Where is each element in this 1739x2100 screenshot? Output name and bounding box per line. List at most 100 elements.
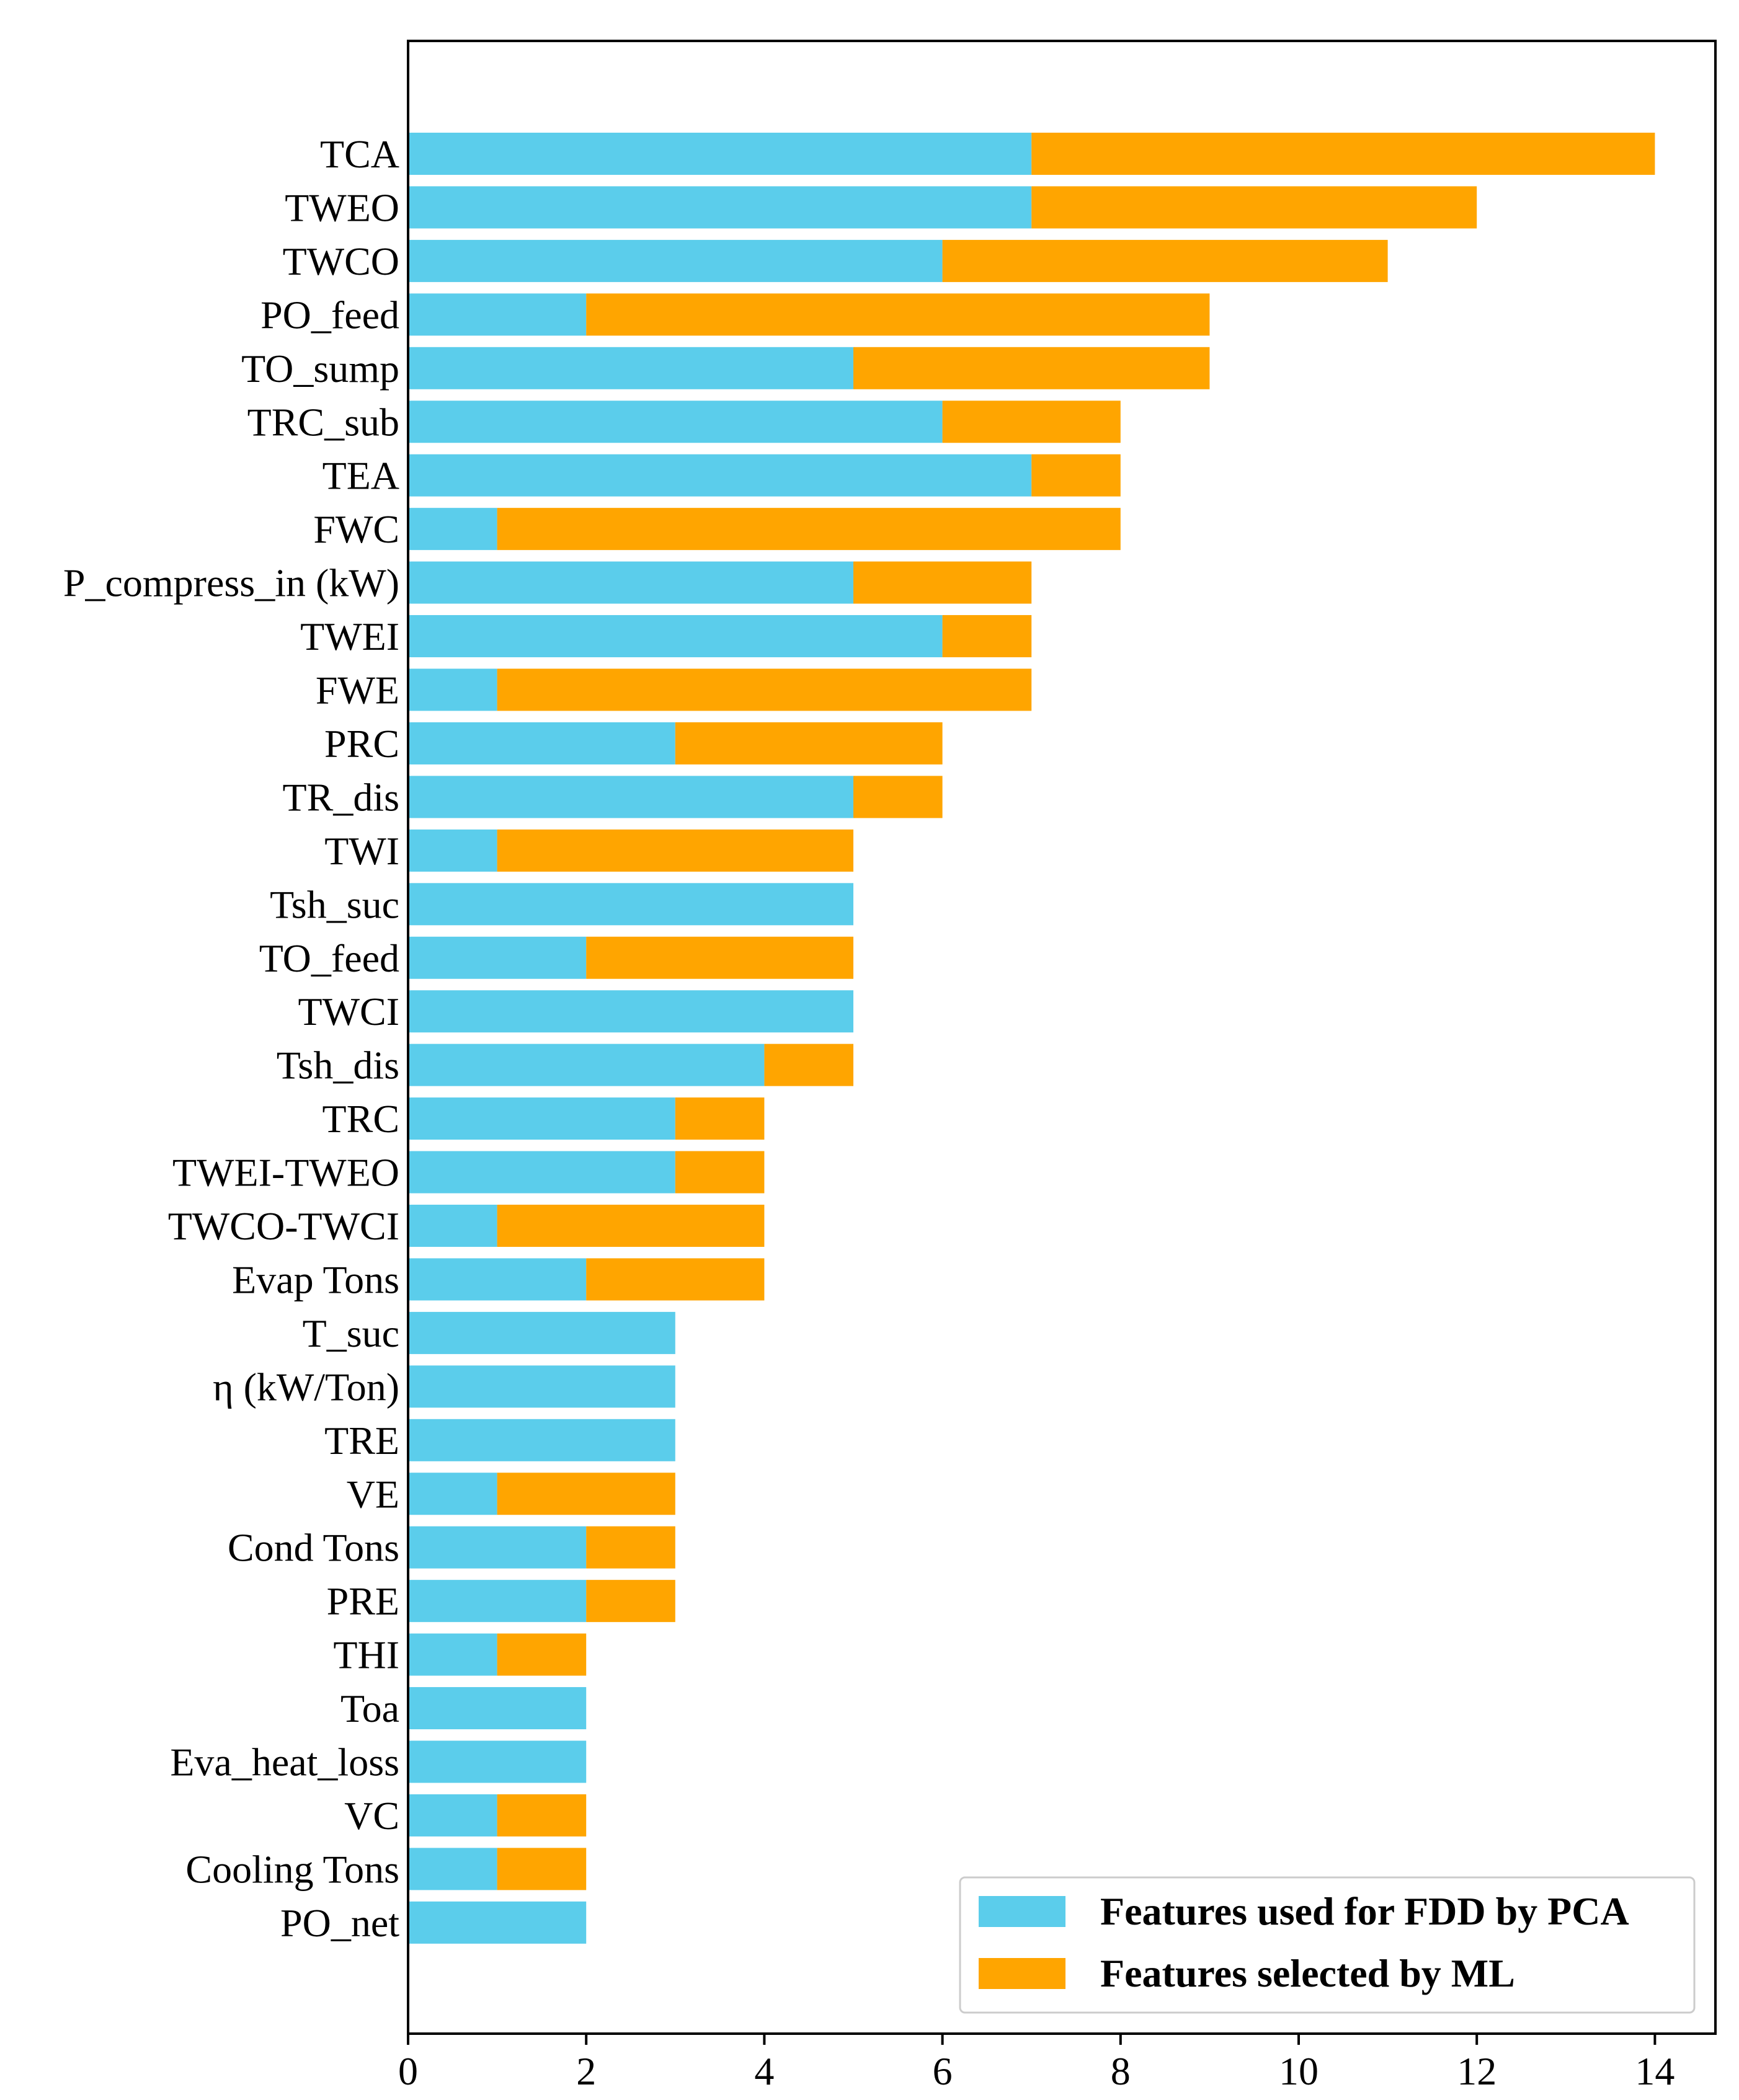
category-label-prc: PRC (324, 722, 399, 766)
category-label-tweo: TWEO (285, 185, 399, 229)
bar-ml-cooling-tons (497, 1848, 587, 1890)
legend-label-ml: Features selected by ML (1100, 1951, 1515, 1995)
category-label-eva-heat-loss: Eva_heat_loss (170, 1740, 399, 1784)
bar-ml-tr-dis (853, 776, 943, 818)
x-tick-label-12: 12 (1457, 2049, 1497, 2093)
bar-ml-twco-twci (497, 1205, 765, 1247)
category-label-po-net: PO_net (280, 1901, 399, 1945)
bar-ml-twei (942, 615, 1032, 658)
legend-label-pca: Features used for FDD by PCA (1100, 1889, 1629, 1933)
category-label-tea: TEA (322, 454, 399, 498)
legend-swatch-pca (979, 1896, 1065, 1927)
category-label-tsh-suc: Tsh_suc (270, 882, 399, 926)
bar-pca-prc (408, 722, 675, 764)
bar-ml-to-sump (853, 347, 1210, 389)
bar-pca-twco (408, 239, 943, 282)
category-label-tr-dis: TR_dis (283, 775, 399, 819)
category-label-twci: TWCI (298, 990, 400, 1034)
bar-pca-kw-ton (408, 1365, 675, 1408)
category-label-tca: TCA (320, 132, 399, 176)
category-label-cond-tons: Cond Tons (228, 1526, 399, 1570)
category-label-to-sump: TO_sump (241, 347, 399, 391)
bar-ml-po-feed (586, 293, 1210, 336)
plot-frame (407, 40, 1717, 2035)
bar-ml-tsh-dis (764, 1043, 853, 1086)
x-tick-label-8: 8 (1111, 2049, 1131, 2093)
legend-swatch-ml (979, 1958, 1065, 1989)
category-label-tre: TRE (324, 1419, 399, 1463)
bar-ml-vc (497, 1794, 587, 1836)
bar-ml-trc-sub (942, 401, 1121, 443)
category-label-pre: PRE (327, 1579, 399, 1623)
category-label-twco: TWCO (283, 239, 399, 283)
bar-ml-ve (497, 1473, 675, 1515)
bar-pca-cond-tons (408, 1526, 587, 1569)
bar-ml-trc (675, 1097, 765, 1140)
bar-ml-tca (1031, 133, 1655, 175)
bar-pca-t-suc (408, 1311, 675, 1354)
bar-ml-to-feed (586, 936, 853, 979)
bar-pca-tweo (408, 186, 1032, 229)
category-label-vc: VC (344, 1794, 399, 1838)
bar-ml-twco (942, 239, 1388, 282)
category-label-twi: TWI (324, 829, 399, 873)
bar-pca-tre (408, 1419, 675, 1461)
x-tick-label-0: 0 (398, 2049, 418, 2093)
category-label-p-compress-in-kw: P_compress_in (kW) (63, 561, 399, 605)
bar-pca-ve (408, 1473, 497, 1515)
x-tick-label-10: 10 (1279, 2049, 1319, 2093)
category-label-tsh-dis: Tsh_dis (277, 1043, 399, 1088)
bar-ml-tea (1031, 454, 1121, 497)
bar-ml-tweo (1031, 186, 1477, 229)
bar-pca-trc (408, 1097, 675, 1140)
bar-pca-pre (408, 1580, 587, 1623)
bar-pca-tca (408, 133, 1032, 175)
bar-pca-tsh-suc (408, 883, 853, 926)
bar-pca-evap-tons (408, 1258, 587, 1301)
category-labels: TCA TWEO TWCO PO_feed TO_sump TRC_sub TEA FWC P_… (63, 132, 399, 1945)
bar-pca-trc-sub (408, 401, 943, 443)
bar-pca-to-sump (408, 347, 853, 389)
bar-pca-twei-tweo (408, 1151, 675, 1194)
x-tick-label-4: 4 (754, 2049, 774, 2093)
bar-pca-fwc (408, 508, 497, 551)
bar-pca-p-compress-in-kw (408, 561, 853, 604)
bar-ml-fwc (497, 508, 1121, 551)
bar-pca-po-net (408, 1901, 587, 1944)
bar-pca-fwe (408, 668, 497, 711)
category-label-fwc: FWC (313, 507, 399, 551)
x-tick-label-6: 6 (933, 2049, 953, 2093)
bar-ml-pre (586, 1580, 675, 1623)
category-label-thi: THI (333, 1633, 399, 1677)
bar-ml-p-compress-in-kw (853, 561, 1032, 604)
category-label-cooling-tons: Cooling Tons (185, 1847, 399, 1891)
category-label-kw-ton: η (kW/Ton) (213, 1365, 399, 1409)
bar-pca-twei (408, 615, 943, 658)
category-label-twei: TWEI (300, 614, 399, 658)
bar-ml-fwe (497, 668, 1032, 711)
category-label-evap-tons: Evap Tons (232, 1257, 399, 1301)
bar-pca-twi (408, 829, 497, 872)
x-axis-ticks: 0 2 4 6 8 10 12 14 (398, 2034, 1675, 2093)
bar-pca-tea (408, 454, 1032, 497)
bar-pca-tr-dis (408, 776, 853, 818)
category-label-twei-tweo: TWEI-TWEO (172, 1151, 399, 1195)
bar-ml-twi (497, 829, 853, 872)
category-label-to-feed: TO_feed (259, 936, 399, 980)
bar-pca-toa (408, 1687, 587, 1730)
category-label-t-suc: T_suc (303, 1311, 399, 1355)
bar-pca-cooling-tons (408, 1848, 497, 1890)
bar-ml-twei-tweo (675, 1151, 765, 1194)
bar-pca-twco-twci (408, 1205, 497, 1247)
category-label-ve: VE (347, 1472, 399, 1516)
bar-pca-to-feed (408, 936, 587, 979)
x-tick-label-14: 14 (1635, 2049, 1675, 2093)
bar-ml-evap-tons (586, 1258, 765, 1301)
bar-ml-cond-tons (586, 1526, 675, 1569)
bar-pca-twci (408, 990, 853, 1033)
bar-pca-po-feed (408, 293, 587, 336)
category-label-trc-sub: TRC_sub (247, 400, 399, 444)
bar-ml-prc (675, 722, 943, 764)
bar-pca-vc (408, 1794, 497, 1836)
